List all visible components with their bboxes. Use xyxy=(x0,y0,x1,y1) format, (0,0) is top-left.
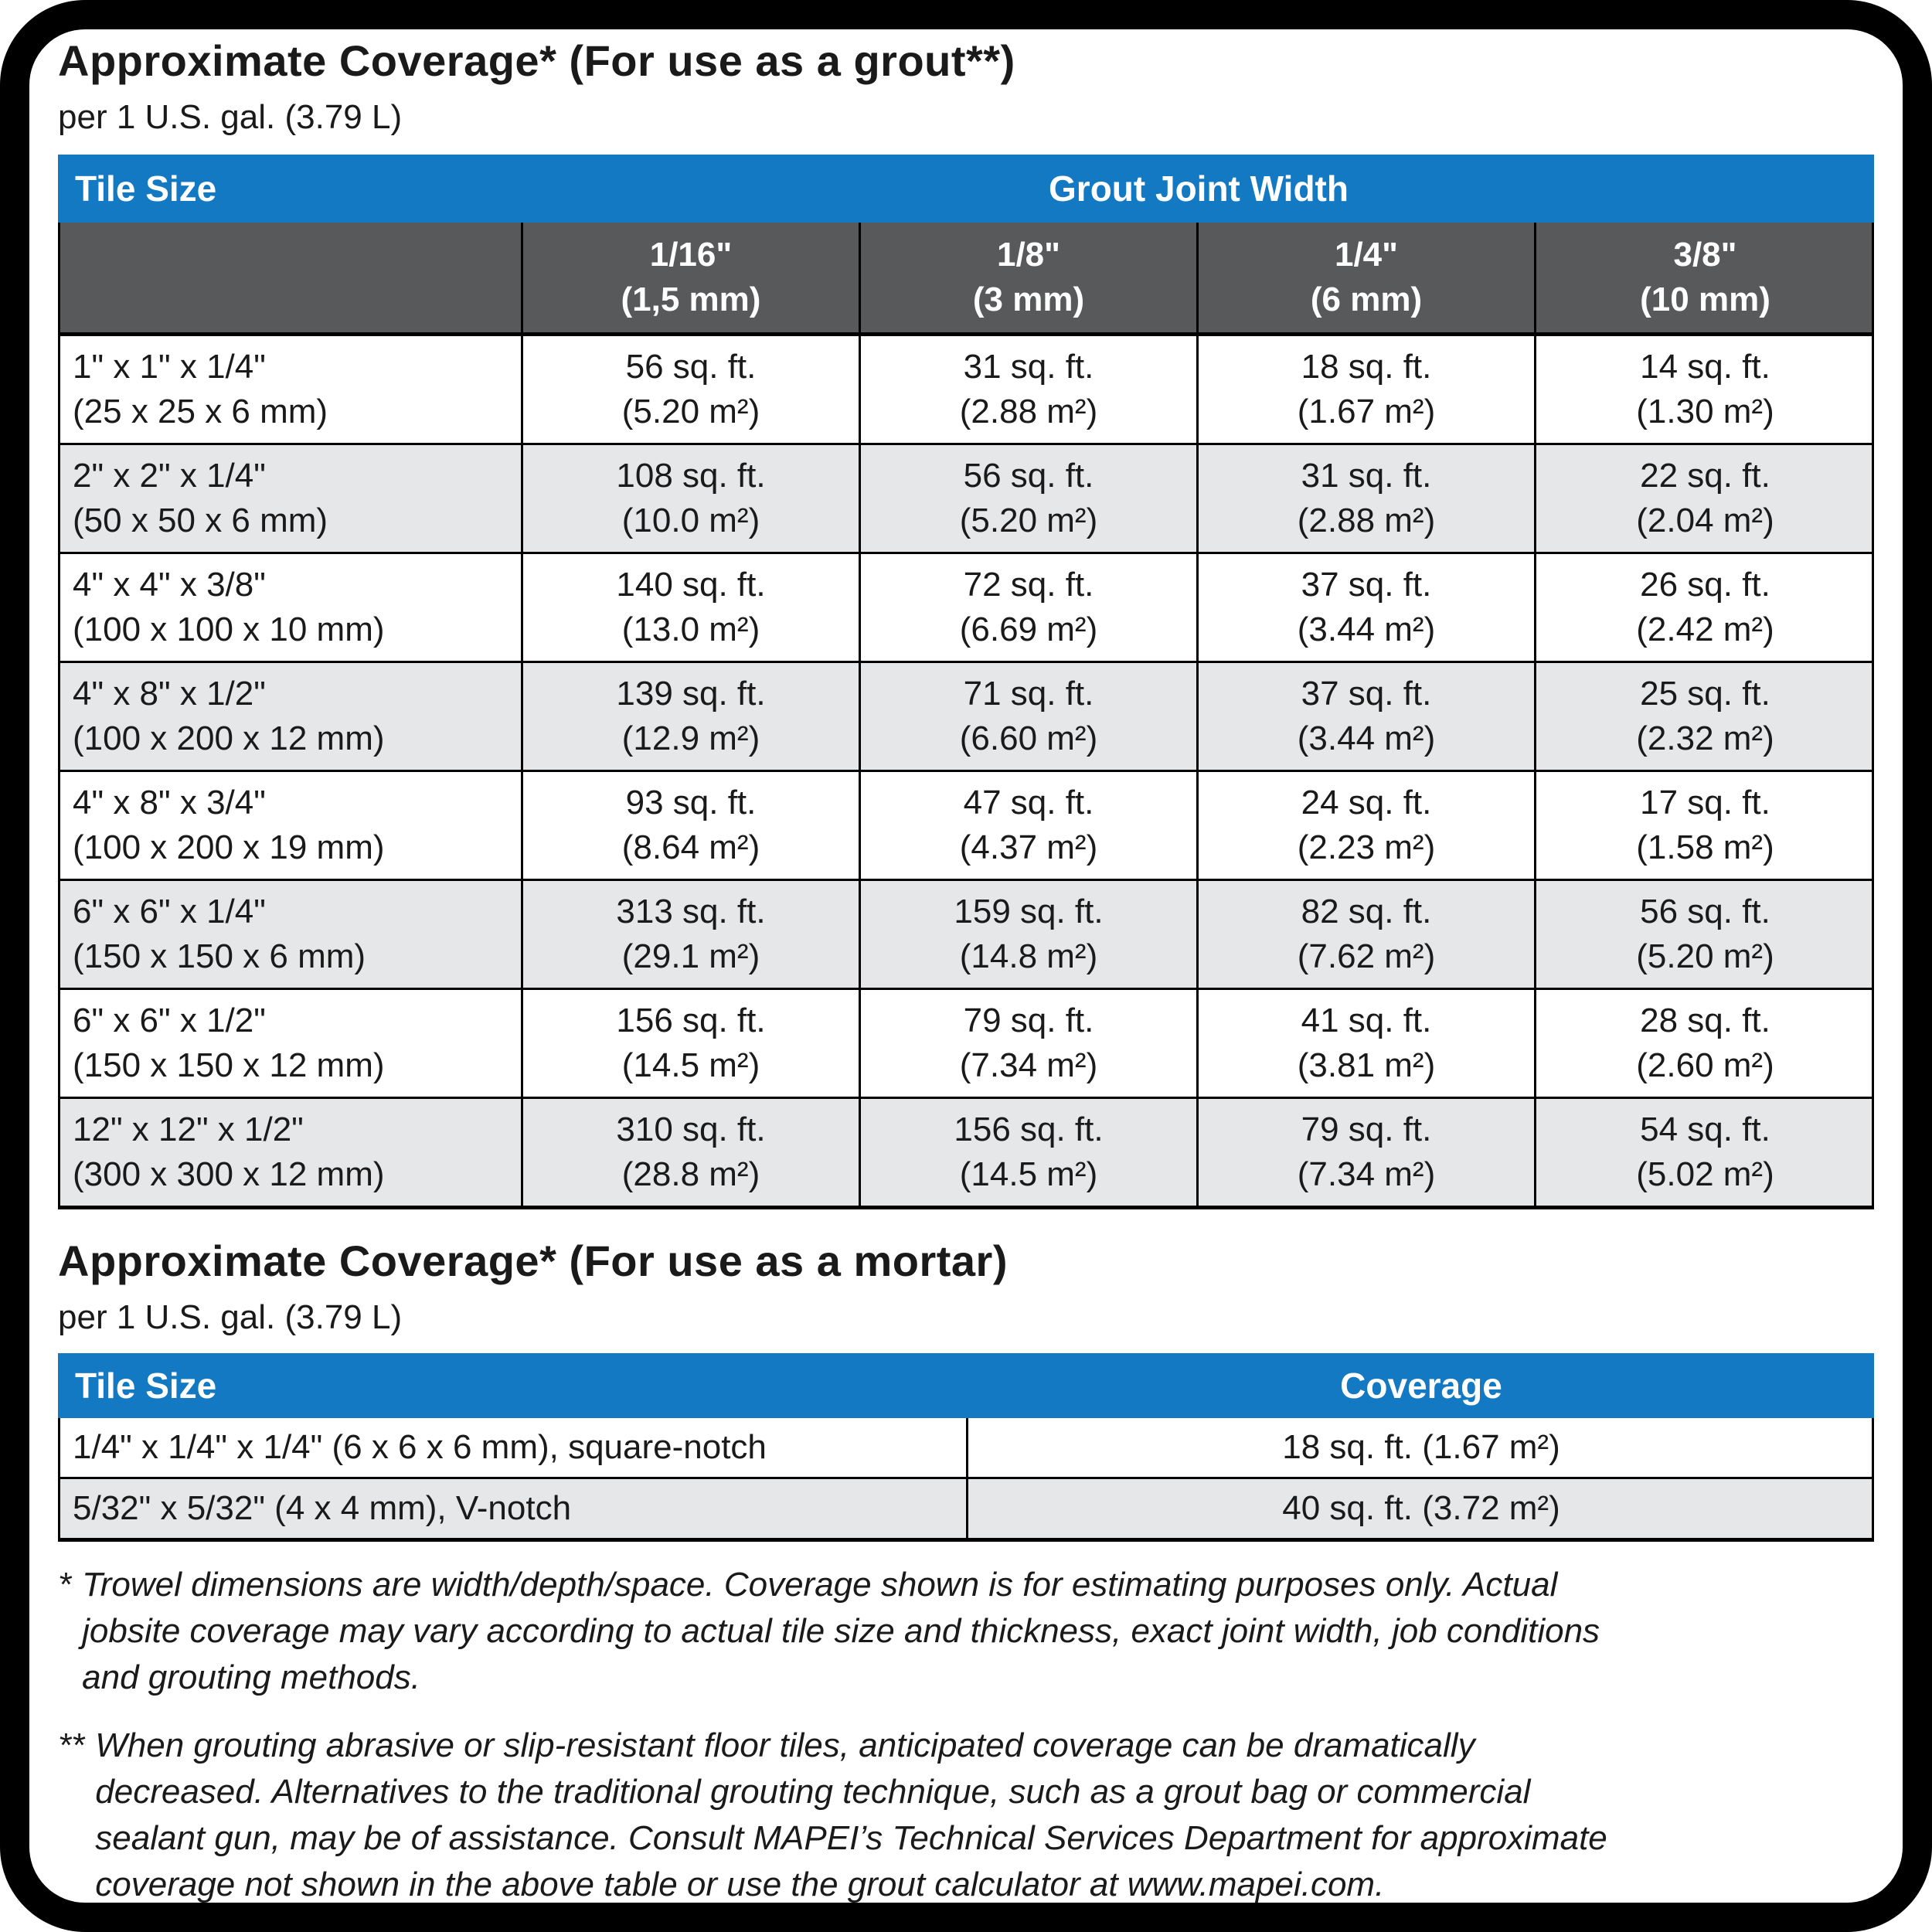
coverage-cell: 56 sq. ft. (5.20 m²) xyxy=(1636,893,1774,975)
footnote-trowel-dimensions: * Trowel dimensions are width/depth/spac… xyxy=(58,1562,1874,1701)
footnote-text: Trowel dimensions are width/depth/space.… xyxy=(82,1566,1600,1696)
joint-width-column-header: 1/4" (6 mm) xyxy=(1199,223,1536,332)
coverage-cell: 31 sq. ft. (2.88 m²) xyxy=(861,336,1199,443)
table-row: 12" x 12" x 1/2" (300 x 300 x 12 mm) 310… xyxy=(60,1099,1872,1206)
coverage-cell: 156 sq. ft. (14.5 m²) xyxy=(523,990,861,1097)
tile-size-cell: 12" x 12" x 1/2" (300 x 300 x 12 mm) xyxy=(60,1099,523,1206)
coverage-cell: 18 sq. ft. (1.67 m²) xyxy=(1199,336,1536,443)
mortar-table-header-row: Tile Size Coverage xyxy=(58,1353,1874,1418)
joint-width-column-header: 1/8" (3 mm) xyxy=(861,223,1199,332)
footnote-text: When grouting abrasive or slip-resistant… xyxy=(95,1726,1607,1903)
joint-width-column-header: 3/8" (10 mm) xyxy=(1640,236,1770,318)
coverage-cell: 28 sq. ft. (2.60 m²) xyxy=(1636,1002,1774,1084)
coverage-cell: 37 sq. ft. (3.44 m²) xyxy=(1199,663,1536,770)
coverage-cell: 79 sq. ft. (7.34 m²) xyxy=(861,990,1199,1097)
mortar-coverage-table: Tile Size Coverage 1/4" x 1/4" x 1/4" (6… xyxy=(58,1353,1874,1542)
coverage-cell: 37 sq. ft. (3.44 m²) xyxy=(1199,554,1536,661)
grout-section-subtitle: per 1 U.S. gal. (3.79 L) xyxy=(58,98,403,136)
coverage-cell: 54 sq. ft. (5.02 m²) xyxy=(1636,1111,1774,1193)
coverage-cell: 17 sq. ft. (1.58 m²) xyxy=(1636,784,1774,866)
coverage-cell: 56 sq. ft. (5.20 m²) xyxy=(861,445,1199,552)
coverage-cell: 31 sq. ft. (2.88 m²) xyxy=(1199,445,1536,552)
coverage-cell: 93 sq. ft. (8.64 m²) xyxy=(523,772,861,879)
coverage-cell: 26 sq. ft. (2.42 m²) xyxy=(1636,566,1774,648)
grout-joint-width-header: Grout Joint Width xyxy=(1049,168,1349,209)
tile-size-header: Tile Size xyxy=(75,168,217,209)
coverage-cell: 313 sq. ft. (29.1 m²) xyxy=(523,881,861,988)
tile-size-cell: 6" x 6" x 1/4" (150 x 150 x 6 mm) xyxy=(60,881,523,988)
coverage-cell: 71 sq. ft. (6.60 m²) xyxy=(861,663,1199,770)
coverage-cell: 18 sq. ft. (1.67 m²) xyxy=(1282,1428,1560,1466)
coverage-cell: 72 sq. ft. (6.69 m²) xyxy=(861,554,1199,661)
coverage-cell: 40 sq. ft. (3.72 m²) xyxy=(1282,1489,1560,1527)
table-row: 1/4" x 1/4" x 1/4" (6 x 6 x 6 mm), squar… xyxy=(60,1418,1872,1479)
coverage-cell: 47 sq. ft. (4.37 m²) xyxy=(861,772,1199,879)
tile-size-cell: 5/32" x 5/32" (4 x 4 mm), V-notch xyxy=(60,1479,968,1538)
table-row: 4" x 8" x 1/2" (100 x 200 x 12 mm) 139 s… xyxy=(60,663,1872,772)
mortar-table-body: 1/4" x 1/4" x 1/4" (6 x 6 x 6 mm), squar… xyxy=(60,1418,1872,1538)
coverage-cell: 41 sq. ft. (3.81 m²) xyxy=(1199,990,1536,1097)
tile-size-cell: 4" x 8" x 3/4" (100 x 200 x 19 mm) xyxy=(60,772,523,879)
coverage-cell: 25 sq. ft. (2.32 m²) xyxy=(1636,675,1774,757)
joint-width-column-header: 1/16" (1,5 mm) xyxy=(523,223,861,332)
coverage-cell: 159 sq. ft. (14.8 m²) xyxy=(861,881,1199,988)
mortar-section-subtitle: per 1 U.S. gal. (3.79 L) xyxy=(58,1298,403,1336)
mortar-section-title: Approximate Coverage* (For use as a mort… xyxy=(58,1236,1008,1285)
grout-section-title: Approximate Coverage* (For use as a grou… xyxy=(58,36,1015,85)
document-content: Approximate Coverage* (For use as a grou… xyxy=(29,29,1903,1903)
tile-size-cell: 6" x 6" x 1/2" (150 x 150 x 12 mm) xyxy=(60,990,523,1097)
table-row: 6" x 6" x 1/2" (150 x 150 x 12 mm) 156 s… xyxy=(60,990,1872,1099)
coverage-cell: 82 sq. ft. (7.62 m²) xyxy=(1199,881,1536,988)
coverage-cell: 310 sq. ft. (28.8 m²) xyxy=(523,1099,861,1206)
footnote-grouting-abrasive: ** When grouting abrasive or slip-resist… xyxy=(58,1723,1874,1903)
coverage-cell: 24 sq. ft. (2.23 m²) xyxy=(1199,772,1536,879)
table-row: 5/32" x 5/32" (4 x 4 mm), V-notch 40 sq.… xyxy=(60,1479,1872,1538)
coverage-cell: 79 sq. ft. (7.34 m²) xyxy=(1199,1099,1536,1206)
coverage-cell: 108 sq. ft. (10.0 m²) xyxy=(523,445,861,552)
grout-table-body: 1" x 1" x 1/4" (25 x 25 x 6 mm) 56 sq. f… xyxy=(60,336,1872,1206)
coverage-header: Coverage xyxy=(1340,1366,1502,1406)
table-row: 4" x 4" x 3/8" (100 x 100 x 10 mm) 140 s… xyxy=(60,554,1872,663)
footnote-marker: * xyxy=(58,1566,72,1604)
table-row: 4" x 8" x 3/4" (100 x 200 x 19 mm) 93 sq… xyxy=(60,772,1872,881)
table-row: 6" x 6" x 1/4" (150 x 150 x 6 mm) 313 sq… xyxy=(60,881,1872,990)
tile-size-cell: 1/4" x 1/4" x 1/4" (6 x 6 x 6 mm), squar… xyxy=(60,1418,968,1477)
grout-table-subheader-row: 1/16" (1,5 mm) 1/8" (3 mm) 1/4" (6 mm) 3… xyxy=(60,223,1872,336)
coverage-cell: 22 sq. ft. (2.04 m²) xyxy=(1636,457,1774,539)
subheader-empty-cell xyxy=(60,223,523,332)
tile-size-cell: 4" x 4" x 3/8" (100 x 100 x 10 mm) xyxy=(60,554,523,661)
table-row: 1" x 1" x 1/4" (25 x 25 x 6 mm) 56 sq. f… xyxy=(60,336,1872,445)
grout-table-header-row: Tile Size Grout Joint Width xyxy=(58,155,1874,223)
coverage-cell: 156 sq. ft. (14.5 m²) xyxy=(861,1099,1199,1206)
footnote-marker: ** xyxy=(58,1726,85,1764)
tile-size-cell: 1" x 1" x 1/4" (25 x 25 x 6 mm) xyxy=(60,336,523,443)
table-row: 2" x 2" x 1/4" (50 x 50 x 6 mm) 108 sq. … xyxy=(60,445,1872,554)
coverage-cell: 139 sq. ft. (12.9 m²) xyxy=(523,663,861,770)
coverage-cell: 56 sq. ft. (5.20 m²) xyxy=(523,336,861,443)
tile-size-cell: 4" x 8" x 1/2" (100 x 200 x 12 mm) xyxy=(60,663,523,770)
tile-size-header: Tile Size xyxy=(75,1366,217,1406)
coverage-cell: 14 sq. ft. (1.30 m²) xyxy=(1636,348,1774,430)
coverage-cell: 140 sq. ft. (13.0 m²) xyxy=(523,554,861,661)
grout-coverage-table: Tile Size Grout Joint Width 1/16" (1,5 m… xyxy=(58,155,1874,1209)
tile-size-cell: 2" x 2" x 1/4" (50 x 50 x 6 mm) xyxy=(60,445,523,552)
